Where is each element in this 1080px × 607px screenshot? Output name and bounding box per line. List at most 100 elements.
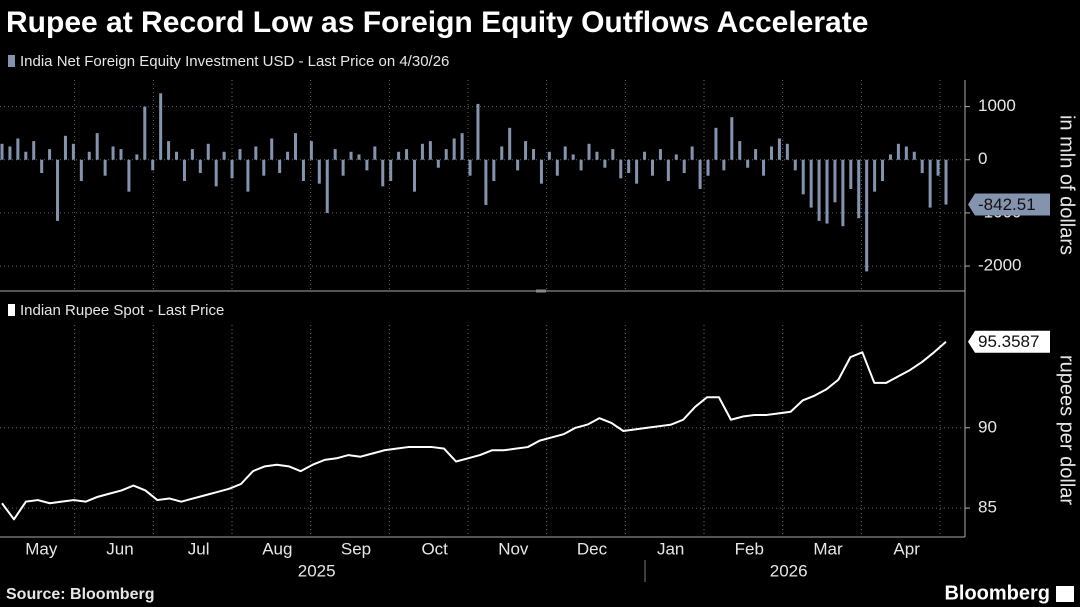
x-tick-label: Dec xyxy=(577,539,608,558)
bar xyxy=(278,159,282,174)
bar xyxy=(738,141,742,160)
value-label: -842.51 xyxy=(978,195,1036,214)
x-tick-label: Jan xyxy=(657,539,684,558)
bar xyxy=(373,146,377,160)
bar xyxy=(286,151,290,160)
bar xyxy=(722,159,726,171)
legend-entry: Indian Rupee Spot - Last Price xyxy=(20,302,224,319)
bar xyxy=(214,159,218,187)
value-label: 95.3587 xyxy=(978,332,1039,351)
bar xyxy=(754,149,758,160)
y-tick-label: 1000 xyxy=(978,96,1016,115)
x-tick-label: Feb xyxy=(735,539,764,558)
x-tick-label: Nov xyxy=(498,539,529,558)
line xyxy=(1,340,947,521)
bar xyxy=(611,149,615,160)
brand: Bloomberg xyxy=(944,582,1050,604)
bar xyxy=(436,159,440,168)
bar xyxy=(769,146,773,160)
x-tick-label: Aug xyxy=(262,539,292,558)
x-tick-label: Jun xyxy=(106,539,133,558)
bar xyxy=(301,159,305,182)
bar xyxy=(452,138,456,160)
bar xyxy=(333,149,337,160)
bar xyxy=(79,159,83,182)
bar xyxy=(714,127,718,160)
bar xyxy=(460,133,464,160)
bar xyxy=(746,159,750,168)
x-tick-label: Sep xyxy=(341,539,371,558)
bar xyxy=(690,146,694,160)
bar xyxy=(682,159,686,174)
x-tick-label: Jul xyxy=(188,539,210,558)
bar xyxy=(865,159,869,272)
bar xyxy=(95,133,99,160)
bar xyxy=(103,159,107,176)
x-tick-label: Mar xyxy=(813,539,843,558)
bar xyxy=(111,146,115,160)
bar xyxy=(420,143,424,160)
bar xyxy=(325,159,329,213)
bar xyxy=(143,106,147,160)
bar xyxy=(809,159,813,208)
bar xyxy=(944,159,948,205)
bar xyxy=(127,159,131,192)
legend-swatch xyxy=(8,55,15,67)
bar xyxy=(888,154,892,160)
bar xyxy=(635,159,639,184)
bar xyxy=(317,159,321,184)
brand-icon xyxy=(1056,586,1074,602)
year-label: 2025 xyxy=(298,561,336,580)
bar xyxy=(817,159,821,221)
bar xyxy=(381,159,385,187)
bar xyxy=(444,149,448,160)
legend-entry: India Net Foreign Equity Investment USD … xyxy=(20,53,449,70)
bar xyxy=(246,159,250,192)
y-tick-label: 90 xyxy=(978,417,997,436)
x-tick-label: Oct xyxy=(421,539,448,558)
bar xyxy=(762,159,766,176)
bar xyxy=(182,159,186,182)
bar xyxy=(698,159,702,189)
value-label-box xyxy=(968,193,1050,216)
bar xyxy=(619,159,623,179)
x-tick-label: May xyxy=(25,539,58,558)
legend-swatch xyxy=(8,304,15,316)
y-tick-label: 85 xyxy=(978,498,997,517)
bar xyxy=(397,151,401,160)
x-tick-label: Apr xyxy=(893,539,920,558)
bar xyxy=(389,159,393,182)
value-label-box xyxy=(968,330,1050,353)
bar xyxy=(516,159,520,171)
bar xyxy=(571,154,575,160)
y-tick-label: 0 xyxy=(978,149,987,168)
bar xyxy=(730,117,734,160)
bar xyxy=(87,151,91,160)
bar xyxy=(468,159,472,176)
bar xyxy=(801,159,805,195)
bar xyxy=(531,149,535,160)
bar xyxy=(16,138,20,160)
bar xyxy=(151,159,155,171)
bar xyxy=(492,159,496,182)
y-axis-title: rupees per dollar xyxy=(1056,355,1078,505)
bar xyxy=(230,159,234,179)
bar xyxy=(206,143,210,160)
bar xyxy=(119,149,123,160)
bar xyxy=(928,159,932,208)
bar xyxy=(159,93,163,160)
bar xyxy=(8,146,12,160)
bar xyxy=(294,133,298,160)
bar xyxy=(341,159,345,176)
bar xyxy=(666,159,670,182)
bar xyxy=(476,103,480,160)
bar xyxy=(627,159,631,174)
bar xyxy=(0,143,4,160)
bar xyxy=(56,159,60,221)
bar xyxy=(936,159,940,176)
bar xyxy=(484,159,488,205)
bar xyxy=(405,149,409,160)
bar xyxy=(32,141,36,160)
bar xyxy=(71,143,75,160)
